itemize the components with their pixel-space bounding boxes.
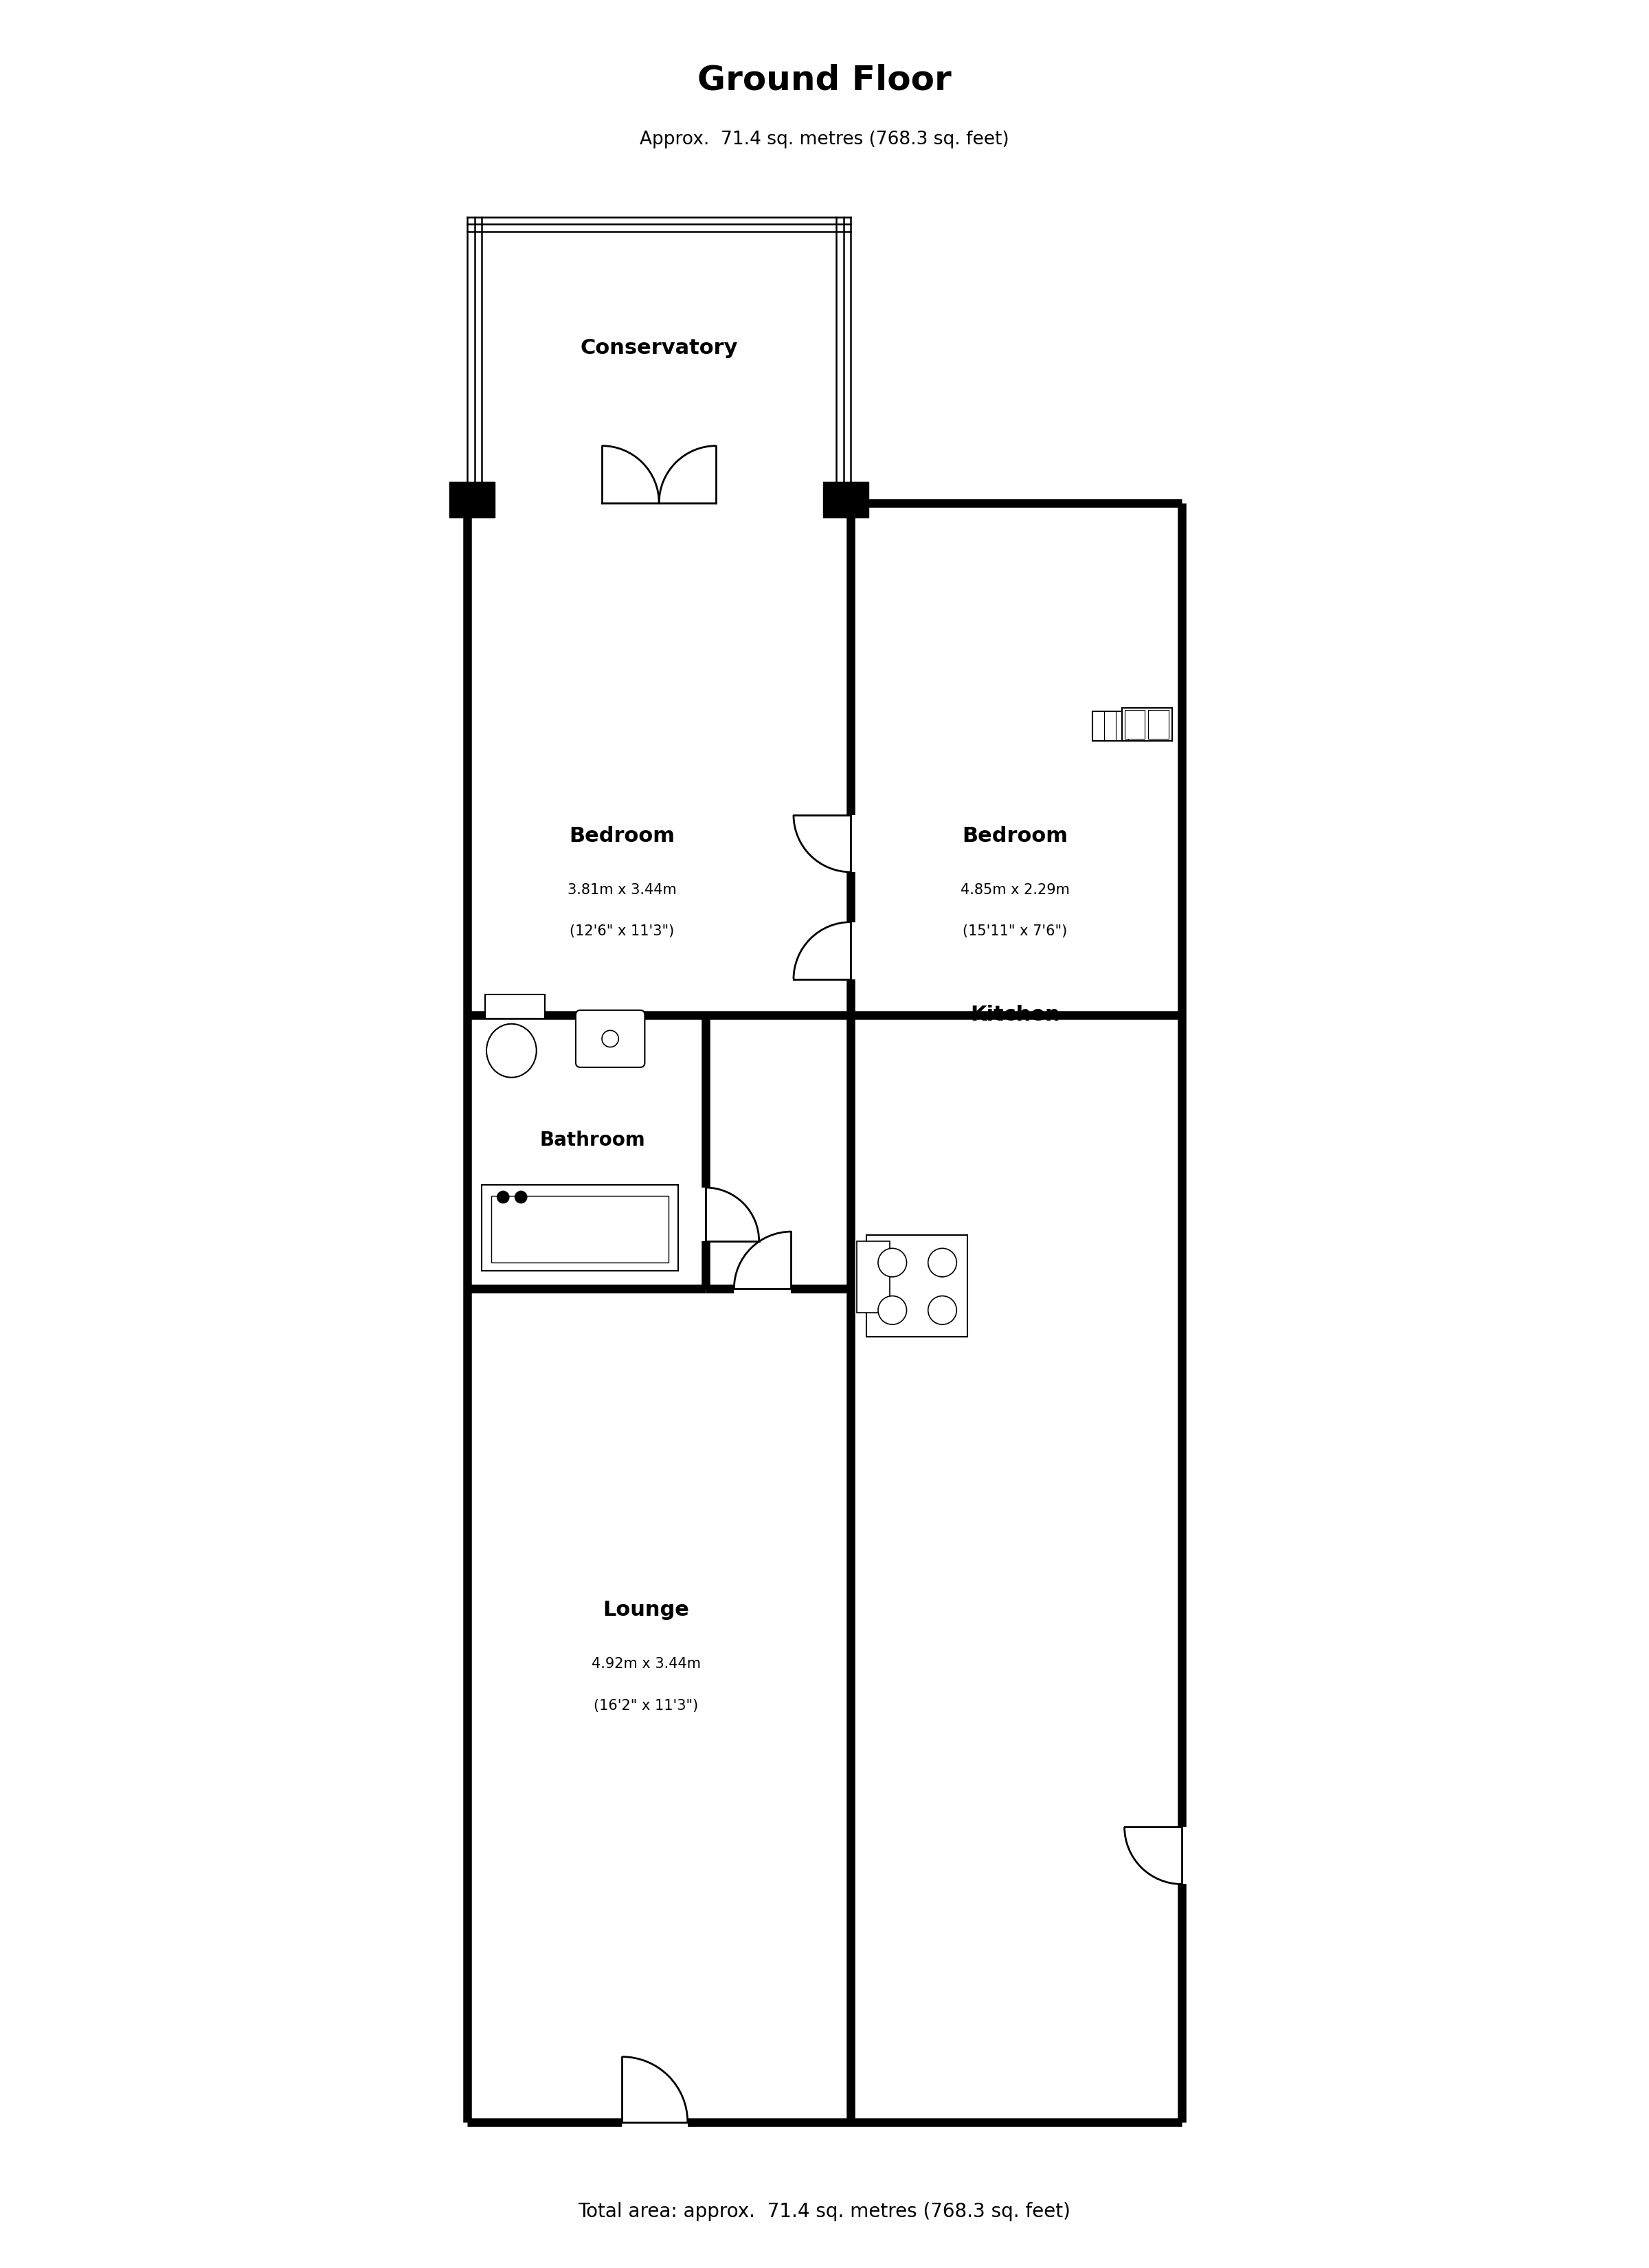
Bar bbox=[856, 1241, 890, 1313]
Text: (16'2" x 11'3"): (16'2" x 11'3") bbox=[594, 1699, 698, 1712]
Text: Ground Floor: Ground Floor bbox=[698, 64, 951, 98]
Text: Total area: approx.  71.4 sq. metres (768.3 sq. feet): Total area: approx. 71.4 sq. metres (768… bbox=[579, 2202, 1070, 2220]
Text: 4.85m x 2.29m: 4.85m x 2.29m bbox=[960, 882, 1070, 896]
Bar bbox=[1092, 712, 1153, 742]
Text: Bedroom: Bedroom bbox=[961, 826, 1069, 846]
Bar bbox=[866, 1236, 968, 1336]
Text: Approx.  71.4 sq. metres (768.3 sq. feet): Approx. 71.4 sq. metres (768.3 sq. feet) bbox=[640, 132, 1009, 150]
Circle shape bbox=[877, 1247, 907, 1277]
Text: 4.92m x 3.44m: 4.92m x 3.44m bbox=[592, 1658, 701, 1672]
Text: (12'6" x 11'3"): (12'6" x 11'3") bbox=[571, 925, 674, 939]
Bar bbox=[1121, 708, 1172, 742]
Circle shape bbox=[496, 1191, 510, 1202]
Bar bbox=[485, 996, 544, 1018]
Text: (15'11" x 7'6"): (15'11" x 7'6") bbox=[963, 925, 1067, 939]
Text: Bedroom: Bedroom bbox=[569, 826, 674, 846]
Bar bbox=[1148, 710, 1169, 739]
Circle shape bbox=[877, 1295, 907, 1325]
Text: Kitchen: Kitchen bbox=[970, 1005, 1060, 1025]
Circle shape bbox=[602, 1030, 618, 1048]
Text: Conservatory: Conservatory bbox=[580, 338, 737, 358]
Bar bbox=[482, 1186, 678, 1270]
Bar bbox=[823, 481, 869, 517]
Text: Bathroom: Bathroom bbox=[539, 1129, 645, 1150]
Text: 3.81m x 3.44m: 3.81m x 3.44m bbox=[567, 882, 676, 896]
Bar bbox=[450, 481, 495, 517]
Circle shape bbox=[514, 1191, 528, 1202]
Bar bbox=[491, 1195, 668, 1263]
Circle shape bbox=[928, 1295, 956, 1325]
Ellipse shape bbox=[486, 1023, 536, 1077]
FancyBboxPatch shape bbox=[576, 1009, 645, 1068]
Circle shape bbox=[928, 1247, 956, 1277]
Text: Lounge: Lounge bbox=[602, 1601, 689, 1619]
Bar bbox=[1125, 710, 1144, 739]
